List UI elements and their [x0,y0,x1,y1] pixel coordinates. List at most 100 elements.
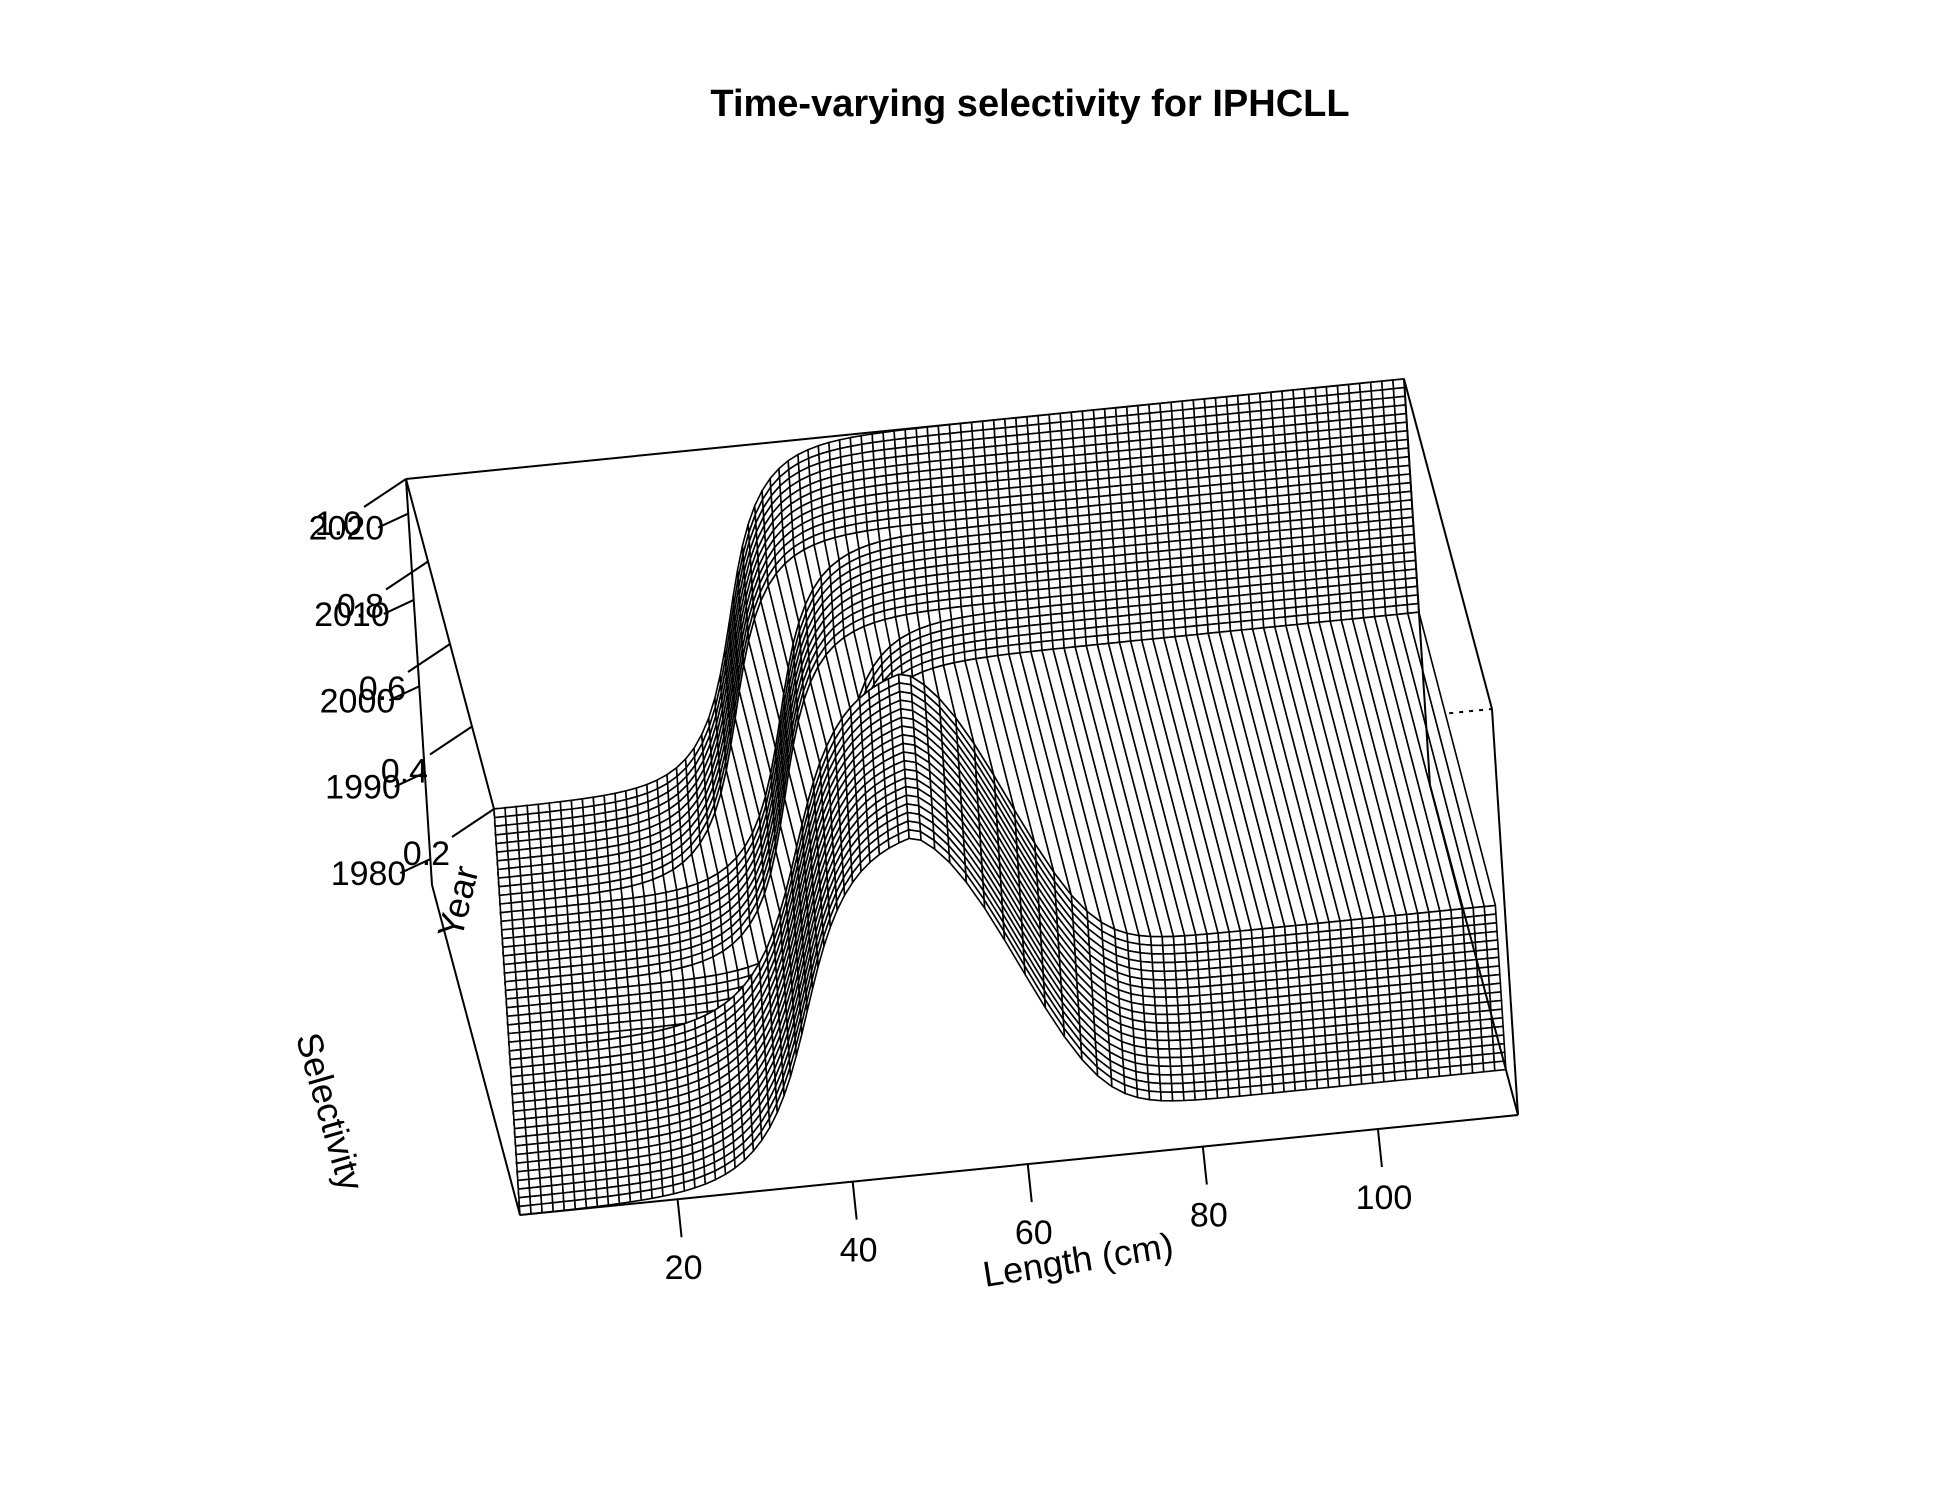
surface-facet [1168,1047,1182,1059]
surface-facet [1172,934,1186,946]
z-axis-label: Selectivity [288,1028,372,1195]
surface-facet [1158,1065,1172,1076]
chart-title: Time-varying selectivity for IPHCLL [710,83,1349,125]
surface-facet [1154,1004,1168,1016]
surface-facet [1164,987,1179,999]
surface-facet [1174,969,1189,981]
y-tick-label: 1980 [331,855,407,893]
surface-facet [1371,1072,1385,1084]
x-tick-mark [1376,1128,1383,1168]
surface-facet [617,1192,632,1205]
surface-facet [1151,961,1166,973]
surface-facet [573,1198,588,1210]
surface-facet [650,1186,664,1200]
surface-facet [1249,1084,1263,1096]
surface-facet [1151,952,1165,964]
surface-facet [1157,1048,1171,1059]
z-tick-mark [429,725,473,756]
surface-facet [1178,1021,1192,1033]
surface-facet [1170,1082,1185,1093]
surface-facet [1156,1039,1171,1050]
surface-facet [639,1188,654,1201]
surface-facet [1460,1063,1474,1075]
surface-facet [1349,1074,1363,1086]
selectivity-surface [493,378,1507,1216]
surface-facet [1165,996,1179,1007]
surface-facet [1159,1091,1174,1102]
selectivity-axis: 0.2 0.4 0.6 0.8 1.0 [315,478,495,873]
x-tick-label: 100 [1356,1179,1413,1217]
surface-facet [1180,1055,1194,1067]
x-tick-mark [1026,1164,1033,1203]
surface-facet [1152,970,1166,981]
x-tick-label: 20 [665,1249,703,1287]
z-tick-mark [363,478,407,508]
surface-facet [1181,1064,1195,1076]
x-axis-label: Length (cm) [980,1224,1176,1295]
surface-facet [1181,1073,1195,1085]
surface-facet [1216,1087,1230,1099]
surface-facet [1174,960,1188,972]
surface-facet [1149,935,1164,947]
surface-facet [1170,1073,1184,1085]
surface-facet [595,1195,610,1208]
surface-facet [1182,1081,1196,1093]
y-axis-label: Year [429,862,486,943]
surface-facet [1156,1030,1170,1042]
surface-facet [1161,935,1175,947]
surface-facet [1171,1091,1185,1102]
surface-facet [1152,978,1167,990]
x-tick-mark [676,1199,683,1238]
surface-facet [1153,987,1167,999]
surface-facet [1154,1013,1169,1024]
surface-facet [1173,952,1188,964]
x-tick-mark [1201,1146,1208,1185]
z-tick-label: 0.6 [359,670,406,708]
surface-facet [1382,1071,1396,1083]
surface-facet [1155,1022,1169,1033]
surface-facet [1150,944,1165,955]
box-edge [405,478,433,886]
surface-facet [1169,1056,1183,1068]
surface-facet [1164,978,1178,990]
z-tick-mark [385,560,429,591]
surface-facet [1136,1088,1151,1101]
surface-facet [1178,1030,1193,1041]
surface-facet [1153,996,1168,1007]
surface-facet [907,828,922,842]
surface-facet [1438,1065,1452,1078]
surface-facet [1338,1075,1352,1088]
surface-facet [607,1194,621,1206]
surface-facet [1271,1082,1285,1094]
surface-facet [1177,1004,1191,1016]
surface-facet [1182,1090,1196,1102]
surface-facet [1176,995,1190,1007]
surface-facet [1482,1061,1496,1073]
surface-facet [1169,1065,1184,1076]
surface-facet [1316,1078,1330,1090]
x-tick-mark [851,1181,858,1220]
surface-facet [1166,1021,1181,1033]
surface-facet [1148,1090,1162,1102]
surface-facet [1173,943,1187,955]
surface-facet [1282,1081,1296,1093]
surface-facet [1163,961,1177,973]
surface-facet [661,1184,675,1197]
surface-facet [1177,1012,1191,1024]
x-tick-label: 80 [1190,1197,1228,1235]
surface-facet [1471,1062,1485,1074]
surface-facet [1415,1068,1430,1080]
surface-facet [628,1190,643,1203]
surface-facet [1293,1080,1308,1092]
surface-facet [1175,978,1189,990]
surface-facet [1179,1038,1193,1050]
surface-facet [1167,1030,1181,1042]
surface-facet [1163,970,1177,981]
surface-facet [1162,952,1176,964]
surface-facet [1227,1086,1241,1098]
surface-facet [1404,1069,1418,1081]
surface-facet [1159,1082,1173,1093]
surface-facet [1260,1083,1274,1095]
surface-facet [1176,986,1190,998]
